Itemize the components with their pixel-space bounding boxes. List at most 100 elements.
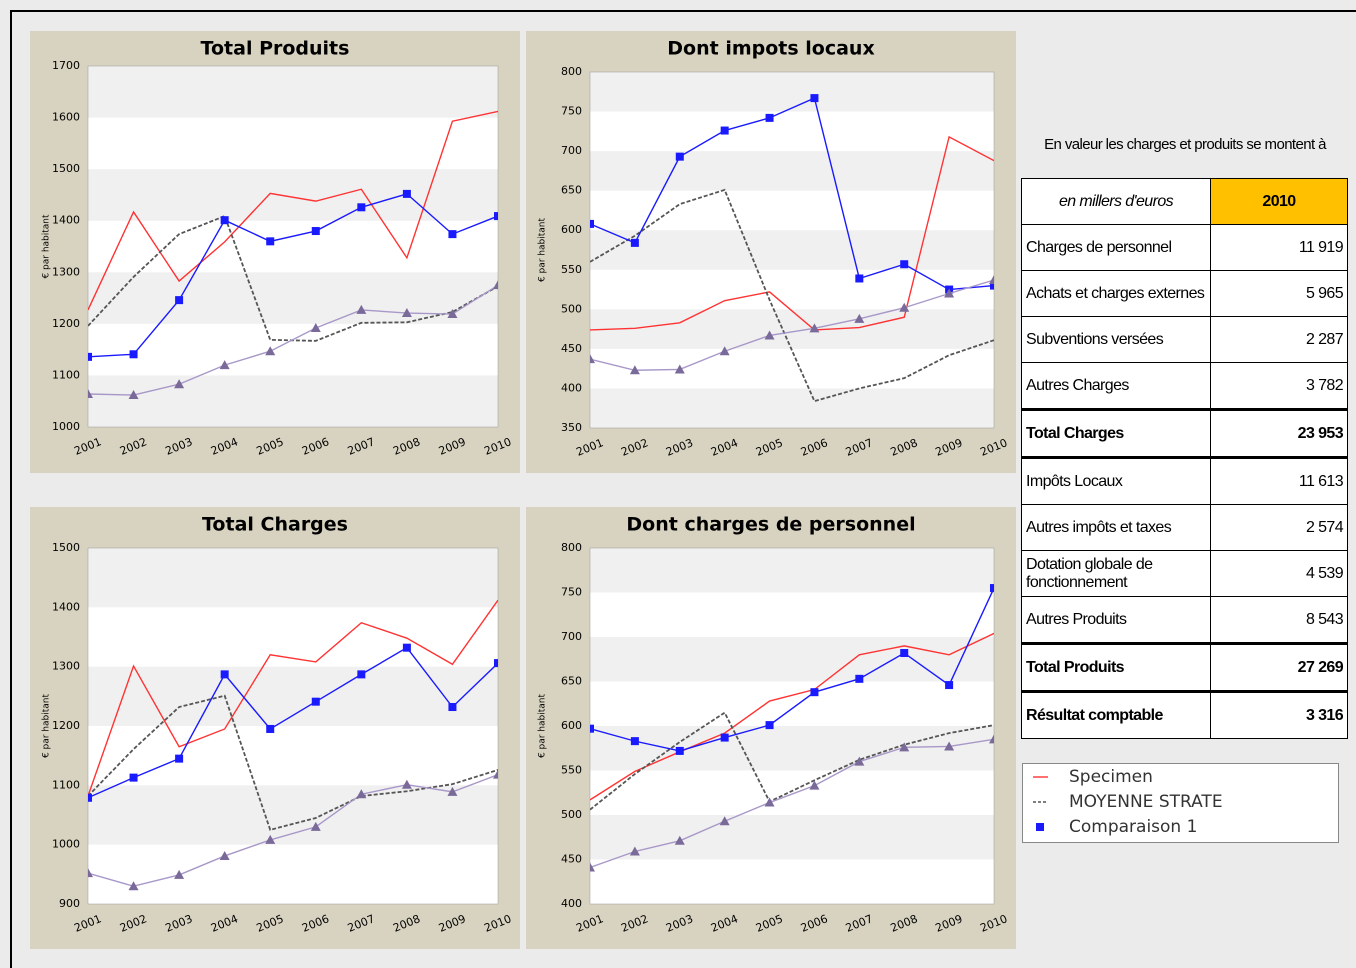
y-tick-label: 1700 [52, 59, 80, 72]
grid-band [590, 388, 994, 428]
chart-title: Dont impots locaux [667, 38, 874, 60]
cell-value: 2 574 [1210, 504, 1348, 551]
y-tick-label: 1300 [52, 660, 80, 673]
table-header: en millers d'euros 2010 [1021, 178, 1348, 225]
cell-value: 11 613 [1210, 456, 1348, 505]
marker [810, 688, 819, 697]
marker [128, 390, 139, 400]
marker [88, 388, 93, 398]
y-tick-label: 1300 [52, 265, 80, 278]
series-line [590, 279, 994, 371]
table-row: Total Charges 23 953 [1021, 408, 1348, 458]
plot-area [88, 66, 498, 427]
marker [855, 274, 864, 283]
plot-border [589, 71, 995, 429]
grid-band [88, 785, 498, 845]
cell-label: Charges de personnel [1021, 224, 1211, 271]
series-line [88, 646, 498, 799]
marker [630, 737, 639, 746]
header-year: 2010 [1210, 178, 1348, 225]
marker [989, 734, 994, 744]
marker [219, 850, 230, 860]
grid-band [590, 151, 994, 191]
table-caption: En valeur les charges et produits se mon… [1044, 136, 1326, 153]
y-tick-label: 1500 [52, 541, 80, 554]
marker [220, 670, 229, 679]
y-tick-label: 1500 [52, 162, 80, 175]
grid-band [88, 272, 498, 324]
marker [402, 189, 411, 198]
cell-label: Résultat comptable [1021, 690, 1211, 739]
table-row: Résultat comptable 3 316 [1021, 690, 1348, 739]
y-tick-label: 1000 [52, 420, 80, 433]
legend: Specimen MOYENNE STRATE Comparaison 1 [1022, 763, 1339, 843]
y-tick-label: 900 [59, 897, 80, 910]
y-tick-label: 400 [561, 897, 582, 910]
marker [88, 352, 92, 361]
marker [675, 152, 684, 161]
y-tick-label: 450 [561, 853, 582, 866]
grid-band [88, 169, 498, 221]
grid-band [88, 375, 498, 427]
grid-band [590, 815, 994, 860]
marker [675, 746, 684, 755]
series-line [590, 632, 994, 801]
marker [590, 724, 594, 733]
cell-value: 3 782 [1210, 362, 1348, 410]
marker [311, 697, 320, 706]
marker [1036, 823, 1044, 831]
series-line [88, 599, 498, 797]
marker [88, 793, 92, 802]
marker [720, 733, 729, 742]
marker [357, 670, 366, 679]
marker [310, 322, 321, 332]
marker [129, 350, 138, 359]
marker [900, 649, 909, 658]
y-tick-label: 1000 [52, 838, 80, 851]
grid-band [88, 548, 498, 608]
marker [630, 238, 639, 247]
table-row: Impôts Locaux 11 613 [1021, 456, 1348, 505]
marker [448, 703, 457, 712]
marker [990, 281, 994, 290]
marker [88, 868, 93, 878]
series-line [590, 738, 994, 869]
grid-band [590, 637, 994, 682]
y-tick-label: 750 [561, 586, 582, 599]
frame [10, 10, 1356, 968]
marker [175, 296, 184, 305]
marker [590, 354, 595, 364]
y-tick-label: 1400 [52, 600, 80, 613]
y-tick-label: 400 [561, 381, 582, 394]
cell-value: 23 953 [1210, 408, 1348, 458]
marker [494, 659, 498, 668]
marker [899, 302, 910, 312]
series-line [88, 284, 498, 396]
marker [809, 323, 820, 333]
table-row: Charges de personnel 11 919 [1021, 224, 1348, 271]
grid-band [590, 72, 994, 112]
table-row: Total Produits 27 269 [1021, 642, 1348, 692]
marker [220, 216, 229, 225]
y-tick-label: 1600 [52, 111, 80, 124]
marker [720, 126, 729, 135]
grid-band [88, 666, 498, 726]
cell-value: 2 287 [1210, 316, 1348, 363]
table-row: Achats et charges externes 5 965 [1021, 270, 1348, 317]
series-line [590, 711, 994, 811]
marker [590, 862, 595, 872]
table-row: Autres Produits 8 543 [1021, 596, 1348, 644]
marker [401, 308, 412, 318]
marker [129, 773, 138, 782]
marker [174, 379, 185, 389]
cell-label: Subventions versées [1021, 316, 1211, 363]
chart-title: Dont charges de personnel [626, 514, 915, 536]
legend-svg: Specimen MOYENNE STRATE Comparaison 1 [1033, 767, 1223, 837]
y-tick-label: 650 [561, 675, 582, 688]
marker [854, 756, 865, 766]
y-axis-label: € par habitant [42, 214, 52, 279]
y-tick-label: 550 [561, 263, 582, 276]
y-tick-label: 750 [561, 105, 582, 118]
marker [402, 643, 411, 652]
cell-label: Total Charges [1021, 408, 1211, 458]
